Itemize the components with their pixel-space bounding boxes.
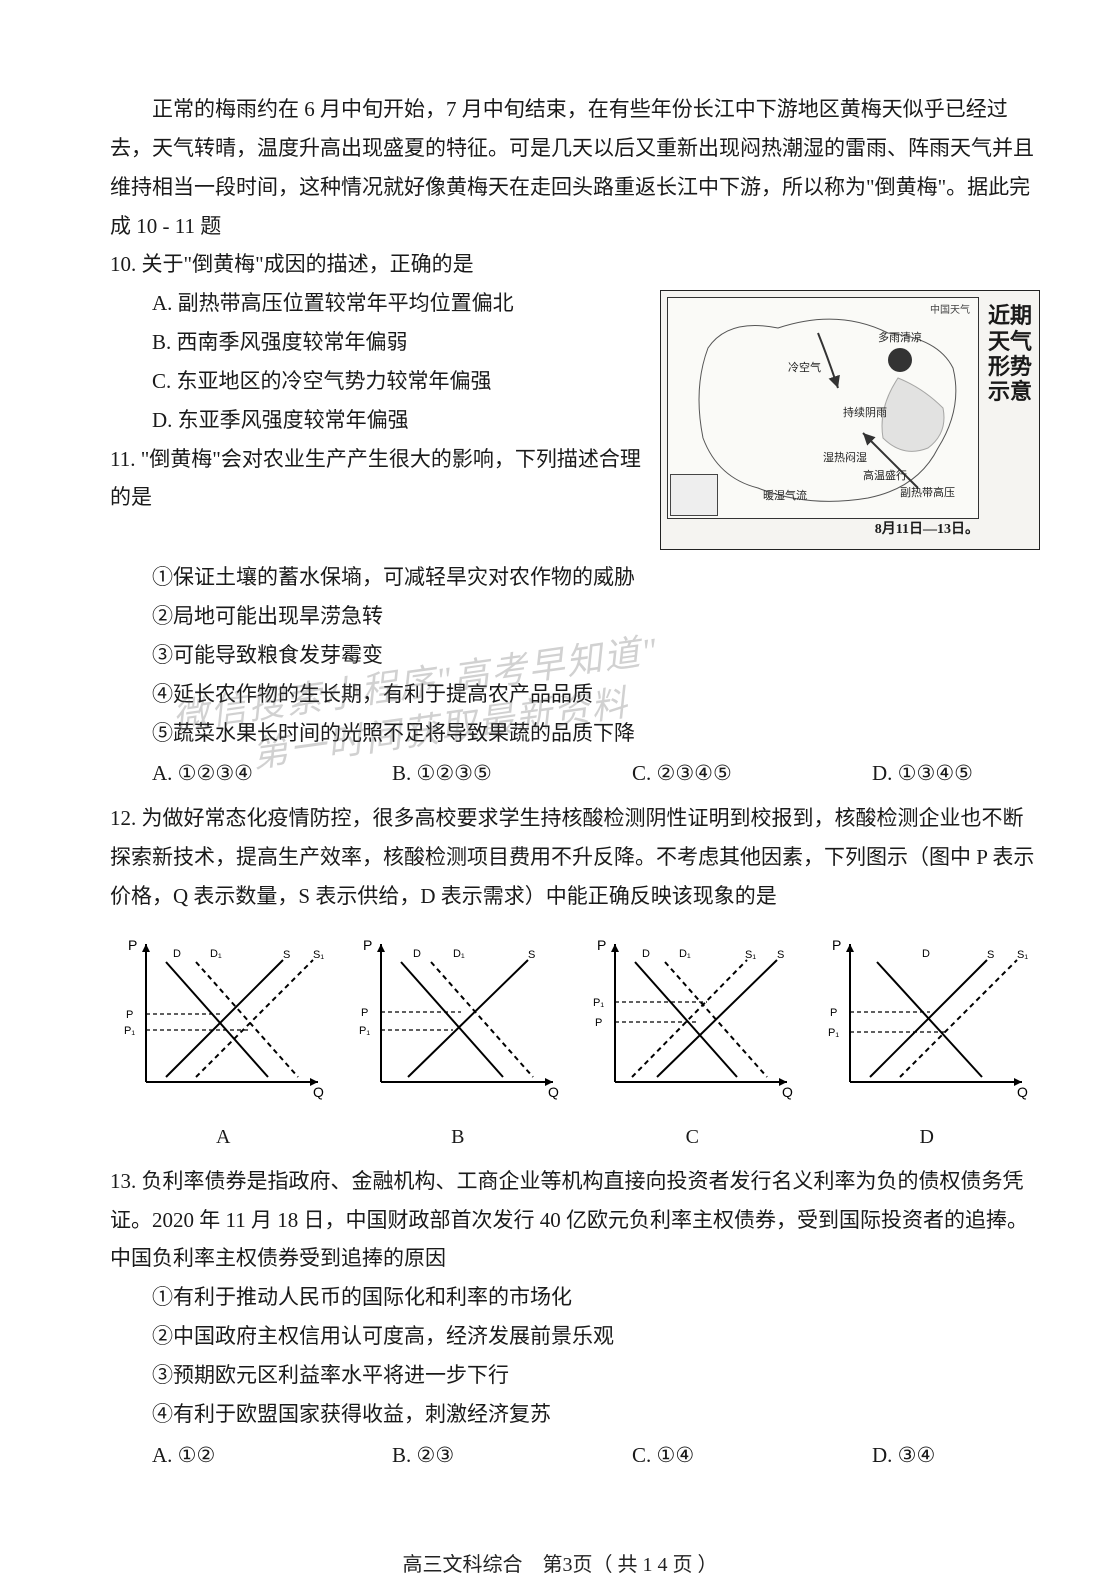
q12-stem: 12. 为做好常态化疫情防控，很多高校要求学生持核酸检测阴性证明到校报到，核酸检… [110,799,1040,916]
page-footer: 高三文科综合 第3页（ 共 1 4 页 ） [0,1548,1120,1577]
map-figure: 中国天气 冷空气 多雨清凉 持续阴雨 湿热闷湿 [660,290,1040,550]
map-label-sustained: 持续阴雨 [843,403,887,423]
svg-text:P: P [126,1009,133,1021]
map-label-sultry: 湿热闷湿 [823,448,867,468]
passage-intro: 正常的梅雨约在 6 月中旬开始，7 月中旬结束，在有些年份长江中下游地区黄梅天似… [110,90,1040,245]
svg-text:D: D [413,948,421,960]
chart-b-label: B [345,1119,572,1156]
q11-s4: ④延长农作物的生长期，有利于提高农产品品质 [110,675,1040,714]
svg-text:P: P [597,937,606,953]
chart-c: P Q D D₁ S S₁ P₁ P C [579,932,806,1156]
q12-charts: P Q D D₁ S S₁ P P₁ A [110,932,1040,1156]
svg-text:Q: Q [782,1084,793,1100]
svg-text:D: D [642,948,650,960]
svg-text:S: S [987,949,994,961]
q13-opt-d: D. ③④ [872,1436,1040,1475]
svg-text:Q: Q [1017,1084,1028,1100]
q13-s2: ②中国政府主权信用认可度高，经济发展前景乐观 [110,1317,1040,1356]
svg-text:Q: Q [313,1084,324,1100]
q13-opt-a: A. ①② [152,1436,392,1475]
q11-s2: ②局地可能出现旱涝急转 [110,597,1040,636]
svg-text:S₁: S₁ [745,949,756,961]
svg-text:D: D [922,948,930,960]
svg-text:P₁: P₁ [593,997,604,1009]
map-inset [670,474,718,516]
q13-options: A. ①② B. ②③ C. ①④ D. ③④ [110,1436,1040,1475]
chart-c-label: C [579,1119,806,1156]
svg-text:P: P [832,937,841,953]
q11-s3: ③可能导致粮食发芽霉变 [110,636,1040,675]
svg-text:D₁: D₁ [210,948,222,960]
map-date: 8月11日—13日。 [875,517,979,543]
svg-text:P: P [361,1007,368,1019]
chart-d-label: D [814,1119,1041,1156]
chart-a-label: A [110,1119,337,1156]
map-label-warm: 暖湿气流 [763,486,807,506]
map-side-title: 近期天气形势示意 [987,303,1033,404]
svg-text:Q: Q [548,1084,559,1100]
map-brand: 中国天气 [930,302,970,321]
q13-s1: ①有利于推动人民币的国际化和利率的市场化 [110,1278,1040,1317]
chart-d: P Q D S S₁ P P₁ D [814,932,1041,1156]
svg-text:S₁: S₁ [313,949,324,961]
q13-s3: ③预期欧元区利益率水平将进一步下行 [110,1356,1040,1395]
svg-text:S: S [777,949,784,961]
svg-text:D₁: D₁ [679,948,691,960]
q13-opt-c: C. ①④ [632,1436,872,1475]
q13-s4: ④有利于欧盟国家获得收益，刺激经济复苏 [110,1395,1040,1434]
svg-text:P: P [128,937,137,953]
q11-opt-d: D. ①③④⑤ [872,754,1040,793]
svg-text:P: P [595,1017,602,1029]
map-inner: 中国天气 冷空气 多雨清凉 持续阴雨 湿热闷湿 [667,297,979,519]
chart-a: P Q D D₁ S S₁ P P₁ A [110,932,337,1156]
svg-text:S₁: S₁ [1017,949,1028,961]
svg-text:D: D [173,948,181,960]
q11-opt-c: C. ②③④⑤ [632,754,872,793]
svg-text:S: S [283,949,290,961]
q13-opt-b: B. ②③ [392,1436,632,1475]
q10-stem: 10. 关于"倒黄梅"成因的描述，正确的是 [110,245,1040,284]
svg-text:P: P [363,937,372,953]
svg-text:S: S [528,949,535,961]
svg-text:P₁: P₁ [828,1027,839,1039]
svg-text:P: P [830,1007,837,1019]
q11-s1: ①保证土壤的蓄水保墒，可减轻旱灾对农作物的威胁 [110,558,1040,597]
q13-stem: 13. 负利率债券是指政府、金融机构、工商企业等机构直接向投资者发行名义利率为负… [110,1162,1040,1279]
q11-options: A. ①②③④ B. ①②③⑤ C. ②③④⑤ D. ①③④⑤ [110,754,1040,793]
map-label-raincool: 多雨清凉 [878,328,922,348]
svg-text:P₁: P₁ [124,1025,135,1037]
map-label-cold: 冷空气 [788,358,821,378]
chart-b: P Q D D₁ S P P₁ B [345,932,572,1156]
svg-text:P₁: P₁ [359,1025,370,1037]
q11-opt-a: A. ①②③④ [152,754,392,793]
svg-text:D₁: D₁ [453,948,465,960]
map-label-subhigh: 副热带高压 [900,483,955,503]
q11-s5: ⑤蔬菜水果长时间的光照不足将导致果蔬的品质下降 [110,714,1040,753]
q11-opt-b: B. ①②③⑤ [392,754,632,793]
